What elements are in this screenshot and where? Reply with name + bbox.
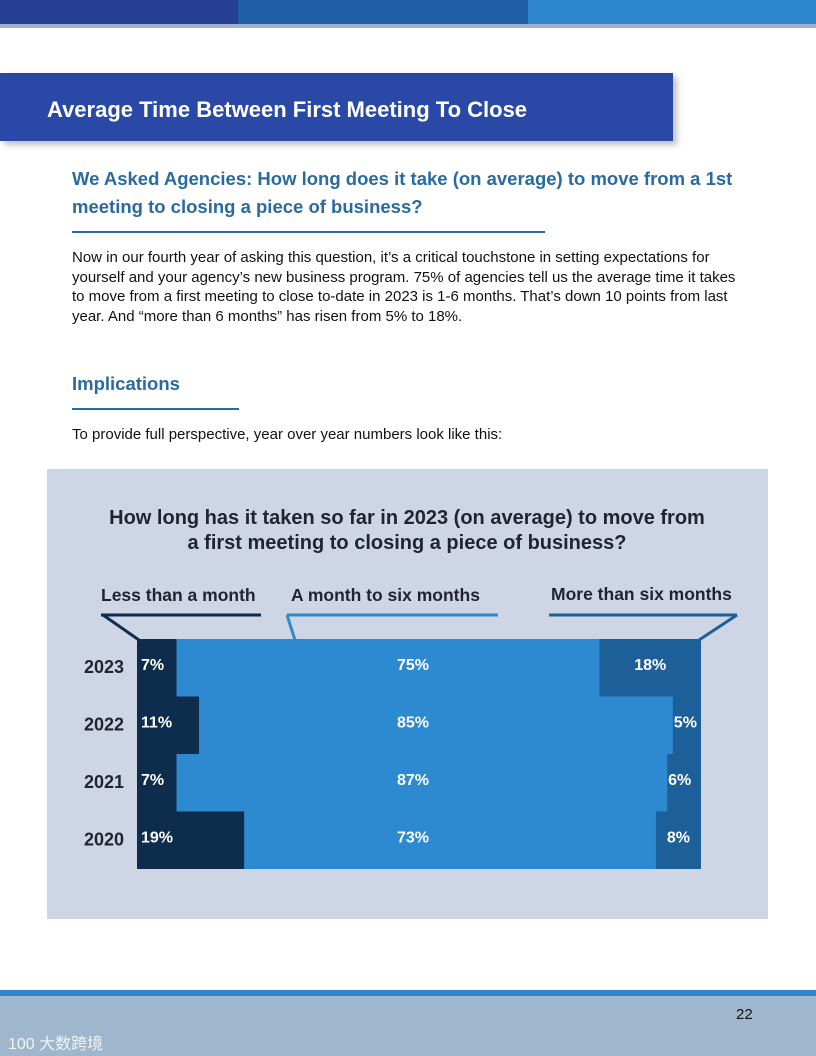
year-label: 2022: [84, 715, 124, 735]
chart-title-line-2: a first meeting to closing a piece of bu…: [188, 532, 627, 554]
title-banner: Average Time Between First Meeting To Cl…: [0, 73, 673, 141]
value-label-less-than-month: 7%: [141, 772, 164, 789]
value-label-less-than-month: 19%: [141, 830, 173, 847]
bar-segment-more-than-six: [599, 639, 701, 697]
legend-bracket-arm: [102, 613, 140, 642]
legend-bracket-arm: [698, 613, 738, 642]
page-title: Average Time Between First Meeting To Cl…: [47, 97, 528, 122]
footer-divider: [0, 990, 816, 996]
value-label-more-than-six: 18%: [634, 657, 666, 674]
top-color-bar-segment: [528, 0, 816, 24]
top-color-bar: [0, 0, 816, 24]
legend-bracket-arm: [285, 614, 297, 641]
bar-segment-1-6-months: [137, 696, 701, 754]
bar-segment-more-than-six: [655, 811, 701, 869]
implications-lead: To provide full perspective, year over y…: [72, 426, 503, 443]
year-label: 2021: [84, 772, 124, 792]
bar-segment-more-than-six: [667, 754, 701, 812]
watermark: 100 大数跨境: [8, 1036, 104, 1053]
value-label-more-than-six: 6%: [668, 772, 691, 789]
year-label: 2020: [84, 830, 124, 850]
bar-segment-1-6-months: [137, 754, 701, 812]
implications-underline: [72, 408, 239, 410]
legend-more-than-six: More than six months: [551, 584, 732, 604]
stacked-bar-chart: How long has it taken so far in 2023 (on…: [84, 507, 738, 869]
value-label-1-6-months: 75%: [397, 657, 429, 674]
value-label-1-6-months: 73%: [397, 830, 429, 847]
top-color-bar-segment: [0, 0, 238, 24]
top-divider: [0, 24, 816, 28]
value-label-more-than-six: 8%: [667, 830, 690, 847]
bar-segment-less-than-month: [137, 639, 177, 697]
legend-less-than-month: Less than a month: [101, 585, 256, 605]
year-label: 2023: [84, 657, 124, 677]
value-label-1-6-months: 87%: [397, 772, 429, 789]
bar-segment-less-than-month: [137, 696, 200, 754]
question-underline: [72, 231, 545, 233]
value-label-less-than-month: 11%: [141, 715, 172, 732]
chart-title: How long has it taken so far in 2023 (on…: [109, 507, 705, 529]
implications-heading: Implications: [72, 373, 180, 394]
bar-segment-more-than-six: [672, 696, 701, 754]
bar-segment-less-than-month: [137, 811, 245, 869]
chart-panel: How long has it taken so far in 2023 (on…: [47, 469, 768, 919]
top-color-bar-segment: [238, 0, 528, 24]
value-label-more-than-six: 5%: [674, 715, 697, 732]
bar-segment-less-than-month: [137, 754, 177, 812]
page-number: 22: [736, 1006, 753, 1023]
footer-bar: [0, 996, 816, 1056]
intro-paragraph: Now in our fourth year of asking this qu…: [72, 249, 736, 325]
survey-question: We Asked Agencies: How long does it take…: [72, 168, 733, 217]
value-label-less-than-month: 7%: [141, 657, 164, 674]
legend-1-6-months: A month to six months: [291, 585, 480, 605]
value-label-1-6-months: 85%: [397, 715, 429, 732]
